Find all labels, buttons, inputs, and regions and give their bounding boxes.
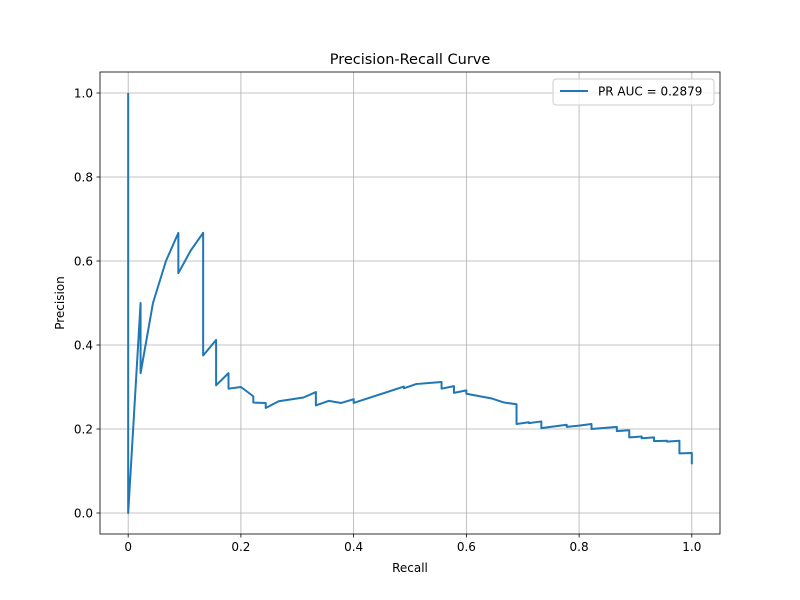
- x-axis-label: Recall: [392, 561, 428, 575]
- x-tick-label: 0.8: [570, 540, 589, 554]
- y-tick-label: 0.4: [74, 338, 93, 352]
- plot-frame: [99, 71, 721, 535]
- x-tick-label: 0.6: [457, 540, 476, 554]
- legend: PR AUC = 0.2879: [552, 78, 715, 106]
- y-axis-label: Precision: [53, 276, 67, 330]
- axis-ticks: 0 0.2 0.4 0.6 0.8 1.0 0.0 0.2 0.4 0.6 0.8 1.0: [74, 86, 701, 554]
- y-tick-label: 0.0: [74, 506, 93, 520]
- legend-entry-label: PR AUC = 0.2879: [598, 85, 702, 99]
- y-tick-label: 1.0: [74, 86, 93, 100]
- x-tick-label: 0: [124, 540, 132, 554]
- series-layer: [127, 93, 693, 514]
- x-tick-label: 0.4: [344, 540, 363, 554]
- x-tick-label: 0.2: [231, 540, 250, 554]
- y-tick-label: 0.8: [74, 170, 93, 184]
- y-tick-label: 0.2: [74, 422, 93, 436]
- y-tick-label: 0.6: [74, 254, 93, 268]
- x-tick-label: 1.0: [682, 540, 701, 554]
- series-line: [127, 93, 693, 514]
- legend-box: [552, 78, 715, 106]
- chart-title: Precision-Recall Curve: [330, 52, 491, 68]
